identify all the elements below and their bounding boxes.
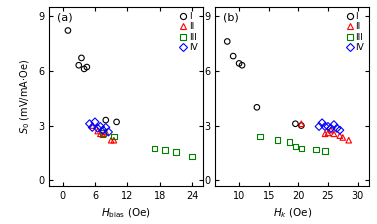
III: [322, 149, 328, 153]
III: [257, 135, 263, 138]
II: [322, 132, 328, 136]
III: [152, 147, 158, 150]
I: [230, 54, 236, 58]
II: [111, 138, 117, 142]
II: [103, 130, 109, 134]
I: [293, 122, 299, 125]
II: [108, 138, 114, 142]
II: [328, 128, 334, 132]
I: [254, 106, 260, 109]
I: [239, 63, 245, 67]
IV: [337, 128, 343, 132]
I: [224, 40, 230, 43]
I: [103, 118, 109, 122]
III: [293, 145, 299, 148]
IV: [103, 126, 109, 129]
IV: [97, 125, 103, 128]
I: [81, 67, 87, 71]
IV: [328, 127, 334, 130]
IV: [106, 130, 112, 134]
I: [298, 124, 304, 127]
Legend: I, II, III, IV: I, II, III, IV: [179, 11, 199, 53]
IV: [316, 125, 322, 128]
II: [346, 138, 352, 142]
II: [89, 124, 95, 127]
Text: (a): (a): [57, 12, 72, 22]
IV: [92, 120, 98, 124]
I: [84, 65, 90, 69]
I: [78, 56, 84, 60]
II: [337, 134, 343, 138]
IV: [100, 128, 106, 132]
II: [331, 132, 337, 136]
IV: [331, 123, 337, 127]
IV: [89, 126, 95, 129]
II: [298, 122, 304, 125]
II: [325, 131, 331, 135]
IV: [325, 125, 331, 128]
III: [287, 140, 293, 144]
II: [97, 132, 103, 136]
IV: [334, 127, 340, 130]
III: [189, 155, 195, 158]
I: [65, 29, 71, 32]
Y-axis label: $S_0$ (mV/mA$\cdot$Oe): $S_0$ (mV/mA$\cdot$Oe): [19, 59, 32, 134]
I: [113, 120, 120, 124]
I: [76, 63, 82, 67]
IV: [95, 127, 101, 130]
III: [173, 150, 179, 154]
IV: [87, 122, 93, 125]
III: [100, 131, 106, 135]
III: [162, 149, 168, 152]
Legend: I, II, III, IV: I, II, III, IV: [345, 11, 365, 53]
III: [111, 135, 117, 138]
III: [313, 148, 319, 151]
Text: (b): (b): [223, 12, 239, 22]
II: [95, 129, 101, 133]
IV: [319, 121, 325, 125]
IV: [322, 125, 328, 128]
III: [274, 138, 280, 142]
II: [100, 133, 106, 136]
II: [340, 136, 346, 139]
I: [236, 62, 242, 65]
X-axis label: $H_k$ (Oe): $H_k$ (Oe): [273, 206, 312, 220]
X-axis label: $H_{\rm bias}$ (Oe): $H_{\rm bias}$ (Oe): [101, 206, 151, 220]
III: [298, 147, 304, 150]
